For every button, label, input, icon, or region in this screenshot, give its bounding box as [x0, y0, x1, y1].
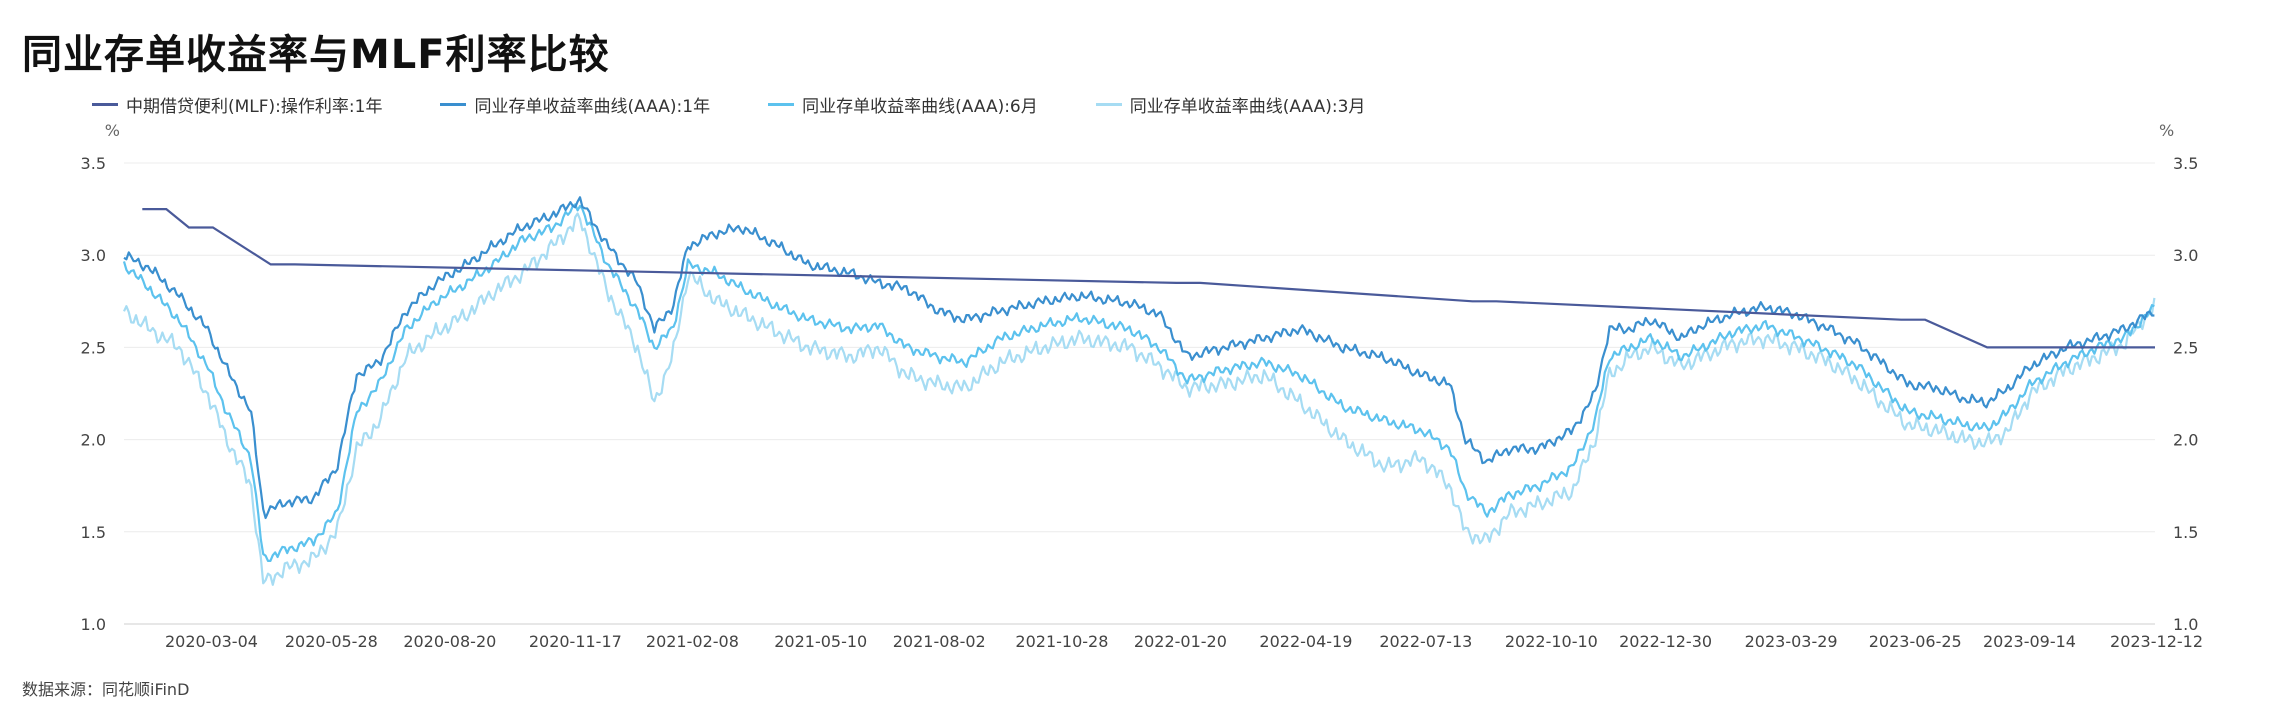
chart-legend: 中期借贷便利(MLF):操作利率:1年 同业存单收益率曲线(AAA):1年 同业… [92, 92, 1423, 117]
legend-item-ncd-1y[interactable]: 同业存单收益率曲线(AAA):1年 [440, 92, 710, 117]
y-tick-left-3.0: 3.0 [81, 246, 106, 265]
x-tick-2023-12-12: 2023-12-12 [2110, 632, 2203, 651]
chart-title: 同业存单收益率与MLF利率比较 [22, 32, 610, 78]
y-tick-right-2.0: 2.0 [2173, 431, 2198, 450]
data-source-note: 数据来源：同花顺iFinD [22, 680, 190, 699]
y-tick-right-3.5: 3.5 [2173, 154, 2198, 173]
line-chart: 1.0 1.0 1.5 1.5 2.0 2.0 2.5 2.5 3.0 3.0 3.5 3.5% % 20… [81, 121, 2203, 651]
legend-swatch-ncd-1y [440, 102, 467, 106]
x-tick-2022-04-19: 2022-04-19 [1259, 632, 1352, 651]
x-tick-2022-01-20: 2022-01-20 [1134, 632, 1227, 651]
legend-swatch-ncd-6m [768, 102, 795, 106]
series-lines [122, 196, 2156, 586]
legend-label-ncd-1y: 同业存单收益率曲线(AAA):1年 [474, 96, 711, 117]
x-tick-2022-10-10: 2022-10-10 [1505, 632, 1598, 651]
series-line-2 [122, 203, 2155, 562]
x-tick-2022-12-30: 2022-12-30 [1619, 632, 1712, 651]
y-tick-left-3.5: 3.5 [81, 154, 106, 173]
axes: 1.0 1.0 1.5 1.5 2.0 2.0 2.5 2.5 3.0 3.0 3.5 3.5% % 20… [81, 121, 2203, 651]
y-tick-right-3.0: 3.0 [2173, 246, 2198, 265]
x-tick-2021-05-10: 2021-05-10 [774, 632, 867, 651]
legend-swatch-ncd-3m [1095, 102, 1122, 106]
y-tick-left-1.5: 1.5 [81, 523, 106, 542]
y-tick-right-1.5: 1.5 [2173, 523, 2198, 542]
legend-label-ncd-3m: 同业存单收益率曲线(AAA):3月 [1129, 96, 1366, 117]
grid-lines [124, 162, 2155, 625]
series-line-3 [123, 212, 2156, 586]
legend-item-ncd-3m[interactable]: 同业存单收益率曲线(AAA):3月 [1095, 92, 1366, 117]
y-tick-left-2.5: 2.5 [81, 338, 106, 357]
x-tick-2020-08-20: 2020-08-20 [403, 632, 496, 651]
x-tick-2021-10-28: 2021-10-28 [1015, 632, 1108, 651]
x-tick-2020-11-17: 2020-11-17 [529, 632, 622, 651]
x-tick-2021-08-02: 2021-08-02 [893, 632, 986, 651]
series-line-0 [142, 208, 2155, 349]
legend-item-ncd-6m[interactable]: 同业存单收益率曲线(AAA):6月 [768, 92, 1038, 117]
x-tick-2020-05-28: 2020-05-28 [285, 632, 378, 651]
y-tick-right-2.5: 2.5 [2173, 338, 2198, 357]
x-tick-2023-03-29: 2023-03-29 [1745, 632, 1838, 651]
x-tick-2022-07-13: 2022-07-13 [1379, 632, 1472, 651]
x-tick-2021-02-08: 2021-02-08 [646, 632, 739, 651]
legend-item-mlf[interactable]: 中期借贷便利(MLF):操作利率:1年 [92, 92, 382, 117]
y-tick-left-2.0: 2.0 [81, 431, 106, 450]
y-unit-right: % [2159, 121, 2174, 140]
x-tick-2020-03-04: 2020-03-04 [165, 632, 258, 651]
x-tick-2023-09-14: 2023-09-14 [1983, 632, 2076, 651]
legend-label-mlf: 中期借贷便利(MLF):操作利率:1年 [126, 96, 383, 117]
legend-swatch-mlf [92, 102, 118, 106]
y-unit-left: % [105, 121, 120, 140]
y-tick-right-1.0: 1.0 [2173, 615, 2198, 634]
legend-label-ncd-6m: 同业存单收益率曲线(AAA):6月 [802, 96, 1038, 117]
y-tick-left-1.0: 1.0 [81, 615, 106, 634]
x-tick-2023-06-25: 2023-06-25 [1869, 632, 1962, 651]
